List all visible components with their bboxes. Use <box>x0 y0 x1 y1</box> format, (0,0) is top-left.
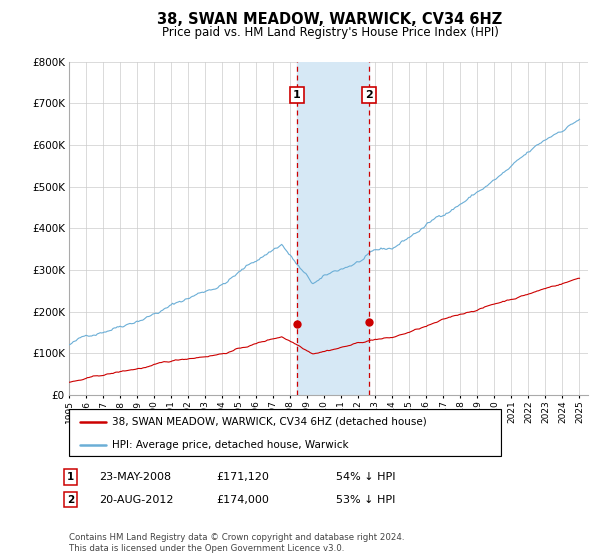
Text: 53% ↓ HPI: 53% ↓ HPI <box>336 494 395 505</box>
Text: Price paid vs. HM Land Registry's House Price Index (HPI): Price paid vs. HM Land Registry's House … <box>161 26 499 39</box>
Text: 1: 1 <box>293 90 301 100</box>
Text: 20-AUG-2012: 20-AUG-2012 <box>99 494 173 505</box>
Text: HPI: Average price, detached house, Warwick: HPI: Average price, detached house, Warw… <box>112 440 349 450</box>
Text: £171,120: £171,120 <box>216 472 269 482</box>
Bar <box>296 62 369 395</box>
Text: 1: 1 <box>67 472 74 482</box>
Text: 2: 2 <box>365 90 373 100</box>
Text: 2: 2 <box>67 494 74 505</box>
Text: 54% ↓ HPI: 54% ↓ HPI <box>336 472 395 482</box>
Text: 38, SWAN MEADOW, WARWICK, CV34 6HZ (detached house): 38, SWAN MEADOW, WARWICK, CV34 6HZ (deta… <box>112 417 427 427</box>
Text: £174,000: £174,000 <box>216 494 269 505</box>
Text: 23-MAY-2008: 23-MAY-2008 <box>99 472 171 482</box>
Text: 38, SWAN MEADOW, WARWICK, CV34 6HZ: 38, SWAN MEADOW, WARWICK, CV34 6HZ <box>157 12 503 27</box>
Text: Contains HM Land Registry data © Crown copyright and database right 2024.
This d: Contains HM Land Registry data © Crown c… <box>69 533 404 553</box>
